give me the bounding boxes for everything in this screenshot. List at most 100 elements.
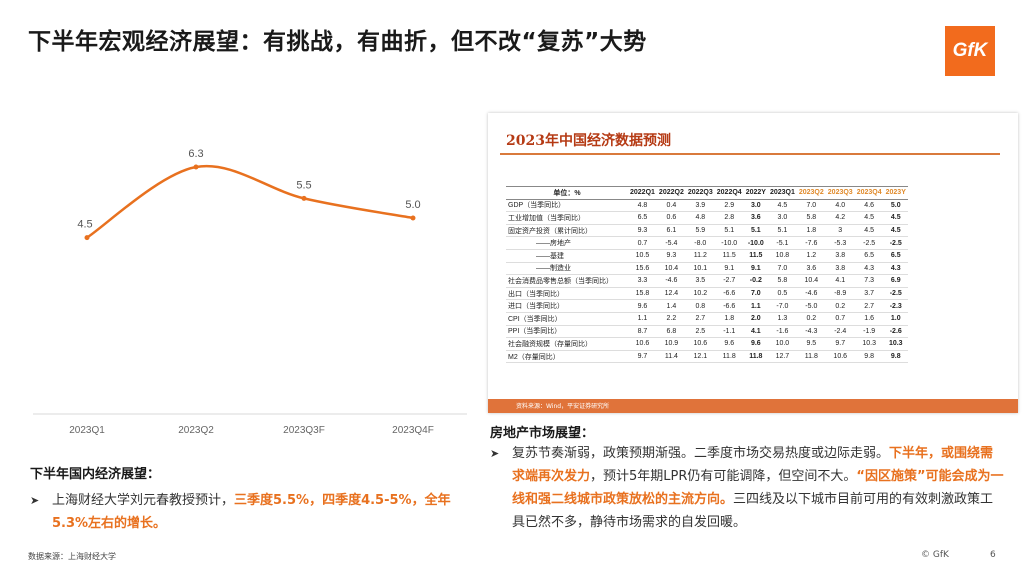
table-cell: 10.3: [883, 337, 908, 351]
table-cell: 12.4: [656, 287, 686, 301]
row-label: 社会消费品零售总额（当季同比）: [506, 274, 628, 288]
table-cell: 0.7: [825, 312, 855, 326]
table-cell: 0.6: [656, 211, 686, 225]
gfk-logo: GfK: [945, 26, 995, 76]
row-label: ——制造业: [506, 262, 628, 276]
table-cell: -0.2: [743, 274, 768, 288]
table-cell: -5.4: [656, 236, 686, 250]
copyright: © GfK: [921, 550, 949, 560]
table-cell: 9.1: [714, 262, 744, 276]
x-tick-label: 2023Q1: [69, 425, 105, 436]
table-cell: 11.4: [656, 350, 686, 364]
x-tick-label: 2023Q3F: [283, 425, 325, 436]
table-cell: 2.0: [743, 312, 768, 326]
table-cell: 7.3: [854, 274, 884, 288]
domestic-outlook-heading: 下半年国内经济展望：: [30, 467, 161, 482]
table-cell: 4.5: [883, 211, 908, 225]
re-highlight-2: “因区施策”可能会成为一线和强二线城市政策放松的主流方向。: [512, 469, 1004, 507]
table-cell: 9.6: [714, 337, 744, 351]
table-cell: 10.4: [796, 274, 826, 288]
table-cell: 5.8: [796, 211, 826, 225]
data-label: 6.3: [188, 148, 203, 160]
table-cell: 2.8: [714, 211, 744, 225]
table-cell: 3.7: [854, 287, 884, 301]
table-cell: -4.3: [796, 325, 826, 339]
table-cell: 0.8: [685, 299, 715, 313]
real-estate-bullet: ➤ 复苏节奏渐弱，政策预期渐强。二季度市场交易热度或边际走弱。下半年，或围绕需求…: [490, 442, 1006, 534]
table-row: 进口（当季同比） 9.6 1.4 0.8 -6.6 1.1 -7.0 -5.0 0.2 2.7 -2…: [506, 299, 908, 313]
table-header-cell: 2022Q2: [656, 186, 686, 200]
table-cell: 12.7: [767, 350, 797, 364]
table-cell: 4.8: [685, 211, 715, 225]
table-cell: 6.5: [628, 211, 657, 225]
table-cell: -10.0: [743, 236, 768, 250]
table-cell: 4.2: [825, 211, 855, 225]
table-cell: 4.0: [825, 199, 855, 213]
re-text-1: 复苏节奏渐弱，政策预期渐强。二季度市场交易热度或边际走弱。: [512, 446, 890, 461]
table-cell: 4.3: [854, 262, 884, 276]
table-cell: 4.5: [883, 224, 908, 238]
table-header-cell: 2023Y: [883, 186, 908, 200]
re-text-3: 三四线及以下城市目前可用的有效刺激政策工具已然不多，静待市场需求的自发回暖。: [512, 492, 994, 530]
table-cell: -8.9: [825, 287, 855, 301]
table-cell: 0.5: [767, 287, 797, 301]
table-cell: 7.0: [743, 287, 768, 301]
table-cell: 6.5: [854, 249, 884, 263]
table-cell: 11.2: [685, 249, 715, 263]
table-header-cell: 单位：%: [506, 186, 628, 200]
table-row: ——制造业 15.6 10.4 10.1 9.1 9.1 7.0 3.6 3.8 4.3 4.3: [506, 262, 908, 276]
table-header-cell: 2022Q1: [628, 186, 657, 200]
table-cell: 11.5: [743, 249, 768, 263]
table-row: 固定资产投资（累计同比） 9.3 6.1 5.9 5.1 5.1 5.1 1.8 3 4.5 4.5: [506, 224, 908, 238]
row-label: ——房地产: [506, 236, 628, 250]
table-cell: 6.5: [883, 249, 908, 263]
data-point: [193, 164, 199, 170]
table-cell: 1.1: [743, 299, 768, 313]
data-label: 5.0: [405, 199, 420, 211]
row-label: ——基建: [506, 249, 628, 263]
table-cell: 10.6: [685, 337, 715, 351]
row-label: GDP（当季同比）: [506, 199, 628, 213]
table-cell: 4.1: [825, 274, 855, 288]
table-cell: -5.1: [767, 236, 797, 250]
forecast-table: 单位：% 2022Q1 2022Q2 2022Q3 2022Q4 2022Y 2023Q1 2…: [506, 186, 908, 364]
table-cell: 3.8: [825, 249, 855, 263]
table-cell: 9.7: [628, 350, 657, 364]
data-point: [410, 215, 416, 221]
table-cell: 9.8: [854, 350, 884, 364]
table-cell: 1.4: [656, 299, 686, 313]
row-label: 社会融资规模（存量同比）: [506, 337, 628, 351]
table-cell: -1.6: [767, 325, 797, 339]
table-cell: 10.5: [628, 249, 657, 263]
table-cell: -5.0: [796, 299, 826, 313]
table-row: 出口（当季同比） 15.8 12.4 10.2 -6.6 7.0 0.5 -4.6 -8.9 3.…: [506, 287, 908, 301]
bullet-text: 上海财经大学刘元春教授预计，: [52, 493, 235, 508]
table-cell: 4.6: [854, 199, 884, 213]
table-header-cell: 2022Q4: [714, 186, 744, 200]
data-label: 4.5: [77, 219, 92, 231]
table-cell: 2.9: [714, 199, 744, 213]
table-cell: -10.0: [714, 236, 744, 250]
page-number: 6: [990, 550, 996, 560]
table-cell: 5.9: [685, 224, 715, 238]
table-cell: 3.8: [825, 262, 855, 276]
table-cell: 3.5: [685, 274, 715, 288]
gdp-line-chart: 4.5 2023Q1 6.3 2023Q2 5.5 2023Q3F 5.0 2023Q4F: [33, 148, 467, 436]
table-cell: 15.8: [628, 287, 657, 301]
table-cell: 5.8: [767, 274, 797, 288]
table-cell: 2.5: [685, 325, 715, 339]
table-cell: 10.4: [656, 262, 686, 276]
table-cell: 4.5: [854, 211, 884, 225]
table-cell: 9.7: [825, 337, 855, 351]
table-cell: -1.9: [854, 325, 884, 339]
table-cell: 6.9: [883, 274, 908, 288]
table-cell: 9.3: [628, 224, 657, 238]
table-footer-bar: 资料来源：Wind，平安证券研究所: [488, 399, 1018, 413]
table-cell: -8.0: [685, 236, 715, 250]
x-tick-label: 2023Q2: [178, 425, 214, 436]
table-cell: -7.0: [767, 299, 797, 313]
table-cell: 12.1: [685, 350, 715, 364]
table-cell: 6.1: [656, 224, 686, 238]
arrow-bullet-icon: ➤: [490, 447, 500, 460]
table-cell: -2.5: [883, 287, 908, 301]
